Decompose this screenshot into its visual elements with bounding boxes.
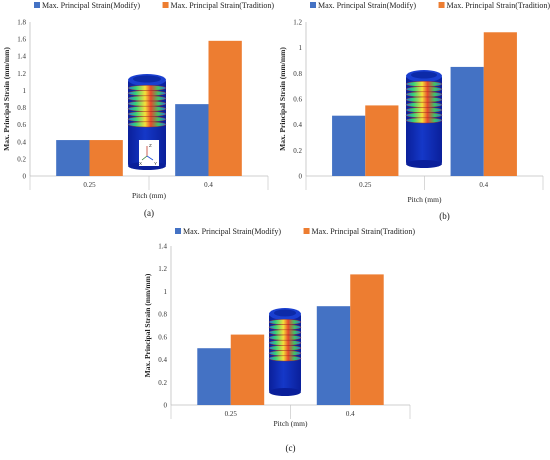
y-axis-label: Max. Principal Strain (mm/mm) <box>278 47 287 151</box>
triad-label-x: X <box>139 161 142 166</box>
bar-tradition-0.4 <box>350 274 384 405</box>
legend-swatch-1 <box>438 2 445 8</box>
legend-label-0: Max. Principal Strain(Modify) <box>183 227 281 236</box>
bar-tradition-0.25 <box>89 140 123 176</box>
legend-label-1: Max. Principal Strain(Tradition) <box>312 227 416 236</box>
bar-modify-0.25 <box>197 348 231 405</box>
legend-label-0: Max. Principal Strain(Modify) <box>42 1 140 10</box>
y-tick-label: 0.8 <box>17 104 26 112</box>
legend-label-0: Max. Principal Strain(Modify) <box>318 1 416 10</box>
y-tick-label: 0 <box>299 173 303 181</box>
panel-caption: (a) <box>144 208 154 218</box>
legend: Max. Principal Strain(Modify) Max. Princi… <box>310 1 550 10</box>
chart-panel-c: Max. Principal Strain(Modify) Max. Princi… <box>143 227 415 453</box>
y-tick-label: 0.4 <box>293 121 302 129</box>
y-tick-label: 1.4 <box>158 243 167 251</box>
y-tick-label: 0.4 <box>17 138 26 146</box>
y-tick-label: 0.8 <box>293 70 302 78</box>
y-tick-label: 1.2 <box>158 265 167 273</box>
coordinate-triad: Z X Y <box>139 140 159 166</box>
bar-tradition-0.4 <box>208 40 242 177</box>
bar-tradition-0.25 <box>365 105 399 176</box>
y-tick-label: 0 <box>164 402 168 410</box>
legend-swatch-0 <box>34 2 40 8</box>
y-tick-label: 1 <box>299 44 303 52</box>
legend-label-1: Max. Principal Strain(Tradition) <box>171 1 275 10</box>
y-tick-label: 1.4 <box>17 53 26 61</box>
y-tick-label: 0.2 <box>17 155 26 163</box>
screw-model-image-1 <box>405 70 443 168</box>
x-tick-label: 0.25 <box>225 410 238 418</box>
y-tick-label: 1.2 <box>17 70 26 78</box>
x-axis-label: Pitch (mm) <box>274 419 308 428</box>
legend-swatch-1 <box>162 2 169 8</box>
triad-label-y: Y <box>154 161 157 166</box>
x-tick-label: 0.4 <box>346 410 355 418</box>
y-tick-label: 0.4 <box>158 356 167 364</box>
y-tick-label: 1.2 <box>293 19 302 27</box>
x-tick-label: 0.25 <box>359 181 372 189</box>
y-tick-label: 0 <box>23 173 27 181</box>
bar-modify-0.25 <box>332 115 366 176</box>
panel-caption: (b) <box>439 211 450 221</box>
bar-tradition-0.25 <box>230 334 265 405</box>
x-tick-label: 0.4 <box>204 181 213 189</box>
y-tick-label: 0.6 <box>158 333 167 341</box>
legend-swatch-0 <box>175 228 181 234</box>
y-tick-label: 1.8 <box>17 19 26 27</box>
y-tick-label: 1 <box>164 288 168 296</box>
legend: Max. Principal Strain(Modify) Max. Princi… <box>34 1 274 10</box>
y-tick-label: 0.6 <box>17 121 26 129</box>
legend-swatch-0 <box>310 2 316 8</box>
y-tick-label: 1.6 <box>17 36 26 44</box>
chart-panel-a: Max. Principal Strain(Modify) Max. Princi… <box>2 1 274 218</box>
chart-panel-b: Max. Principal Strain(Modify) Max. Princi… <box>278 1 550 221</box>
y-tick-label: 0.2 <box>293 147 302 155</box>
y-axis-label: Max. Principal Strain (mm/mm) <box>2 47 11 151</box>
x-axis-label: Pitch (mm) <box>408 195 442 204</box>
bar-modify-0.4 <box>175 104 209 176</box>
triad-label-z: Z <box>149 143 152 148</box>
y-tick-label: 1 <box>23 87 27 95</box>
y-tick-label: 0.2 <box>158 379 167 387</box>
bar-modify-0.25 <box>56 140 90 176</box>
y-tick-label: 0.8 <box>158 311 167 319</box>
legend-label-1: Max. Principal Strain(Tradition) <box>447 1 550 10</box>
y-axis-label: Max. Principal Strain (mm/mm) <box>143 273 152 377</box>
y-tick-label: 0.6 <box>293 96 302 104</box>
bar-modify-0.4 <box>450 66 484 176</box>
x-tick-label: 0.4 <box>479 181 488 189</box>
panel-caption: (c) <box>286 443 296 453</box>
x-tick-label: 0.25 <box>83 181 96 189</box>
bar-tradition-0.4 <box>483 32 517 177</box>
legend-swatch-1 <box>303 228 310 234</box>
screw-model-image-2 <box>268 308 302 396</box>
legend: Max. Principal Strain(Modify) Max. Princi… <box>175 227 415 236</box>
bar-modify-0.4 <box>316 306 351 405</box>
x-axis-label: Pitch (mm) <box>132 191 166 200</box>
